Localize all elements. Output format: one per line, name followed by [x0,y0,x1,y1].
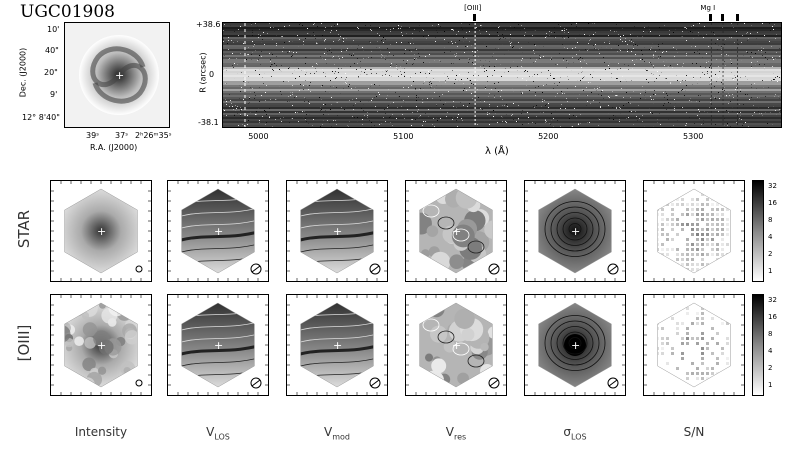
map-star-vlos: + [167,180,269,282]
map-star-sigma: + [524,180,626,282]
center-cross-icon: + [97,339,106,352]
column-label: VLOS [206,425,230,442]
spectrum-xtick-label: 5000 [248,132,269,141]
beam-icon [250,377,262,389]
colorbar-tick-label: 32 [768,182,777,190]
center-cross-icon: + [214,225,223,238]
spectrum-image [223,23,781,127]
spectral-line-marker [473,14,477,21]
map-star-vmod: + [286,180,388,282]
ra-tick-3: 2ʰ26ᵐ35ˢ [135,131,172,140]
spectrum-ylabel: R (arcsec) [198,52,208,93]
map-oiii-vlos: + [167,294,269,396]
center-cross-icon: + [214,339,223,352]
spectral-line-marker [721,14,725,21]
map-oiii-sigma: + [524,294,626,396]
colorbar-tick-label: 8 [768,216,773,224]
map-oiii-vmod: + [286,294,388,396]
spectral-line-label: [OIII] [464,4,482,12]
ra-tick-1: 39ˢ [86,131,100,140]
galaxy-image-panel: + [64,22,170,128]
row-label-star: STAR [15,209,33,249]
column-label: Vmod [324,425,350,442]
spectrum-xtick-label: 5300 [683,132,704,141]
beam-icon [135,379,143,387]
dec-tick-4: 9' [50,90,58,99]
row-label-oiii: [OIII] [15,324,33,362]
galaxy-title: UGC01908 [20,2,115,22]
spectrum-panel [222,22,782,128]
beam-icon [488,377,500,389]
colorbar-oiii [752,294,764,396]
beam-icon [488,263,500,275]
dec-tick-2: 40" [45,46,59,55]
galaxy-image: + [65,23,169,127]
column-label: Intensity [74,425,128,439]
map-star-snr [643,180,745,282]
map-star-intensity: + [50,180,152,282]
center-cross-icon: + [333,225,342,238]
colorbar-tick-label: 2 [768,250,773,258]
beam-icon [369,377,381,389]
spectrum-ytick-top: +38.6 [196,20,221,29]
ra-label: R.A. (J2000) [90,143,138,152]
colorbar-tick-label: 2 [768,364,773,372]
colorbar-tick-label: 32 [768,296,777,304]
center-cross-icon: + [115,69,124,82]
colorbar-tick-label: 1 [768,267,773,275]
center-cross-icon: + [571,339,580,352]
map-oiii-intensity: + [50,294,152,396]
column-label: S/N [683,425,705,439]
spectrum-ytick-bot: -38.1 [198,118,219,127]
dec-tick-5: 12° 8'40" [22,113,60,122]
map-star-vres: + [405,180,507,282]
spectrum-ytick-mid: 0 [209,70,215,79]
spectrum-xlabel: λ (Å) [485,146,509,157]
ra-tick-2: 37ˢ [115,131,129,140]
column-label: σLOS [563,425,587,442]
spectral-line-label: Mg I [700,4,716,12]
colorbar-tick-label: 1 [768,381,773,389]
dec-tick-1: 10' [47,25,60,34]
map-oiii-snr [643,294,745,396]
map-oiii-vres: + [405,294,507,396]
colorbar-tick-label: 4 [768,233,773,241]
beam-icon [607,377,619,389]
dec-tick-3: 20" [44,68,58,77]
center-cross-icon: + [333,339,342,352]
center-cross-icon: + [452,339,461,352]
beam-icon [250,263,262,275]
spectral-line-marker [735,14,739,21]
beam-icon [369,263,381,275]
center-cross-icon: + [452,225,461,238]
beam-icon [135,265,143,273]
spectrum-xtick-label: 5100 [393,132,414,141]
column-label: Vres [445,425,467,442]
dec-label: Dec. (J2000) [18,47,28,98]
colorbar-star [752,180,764,282]
colorbar-tick-label: 8 [768,330,773,338]
spectrum-xtick-label: 5200 [538,132,559,141]
spectral-line-marker [709,14,713,21]
colorbar-tick-label: 16 [768,199,777,207]
center-cross-icon: + [571,225,580,238]
center-cross-icon: + [97,225,106,238]
colorbar-tick-label: 16 [768,313,777,321]
colorbar-tick-label: 4 [768,347,773,355]
beam-icon [607,263,619,275]
